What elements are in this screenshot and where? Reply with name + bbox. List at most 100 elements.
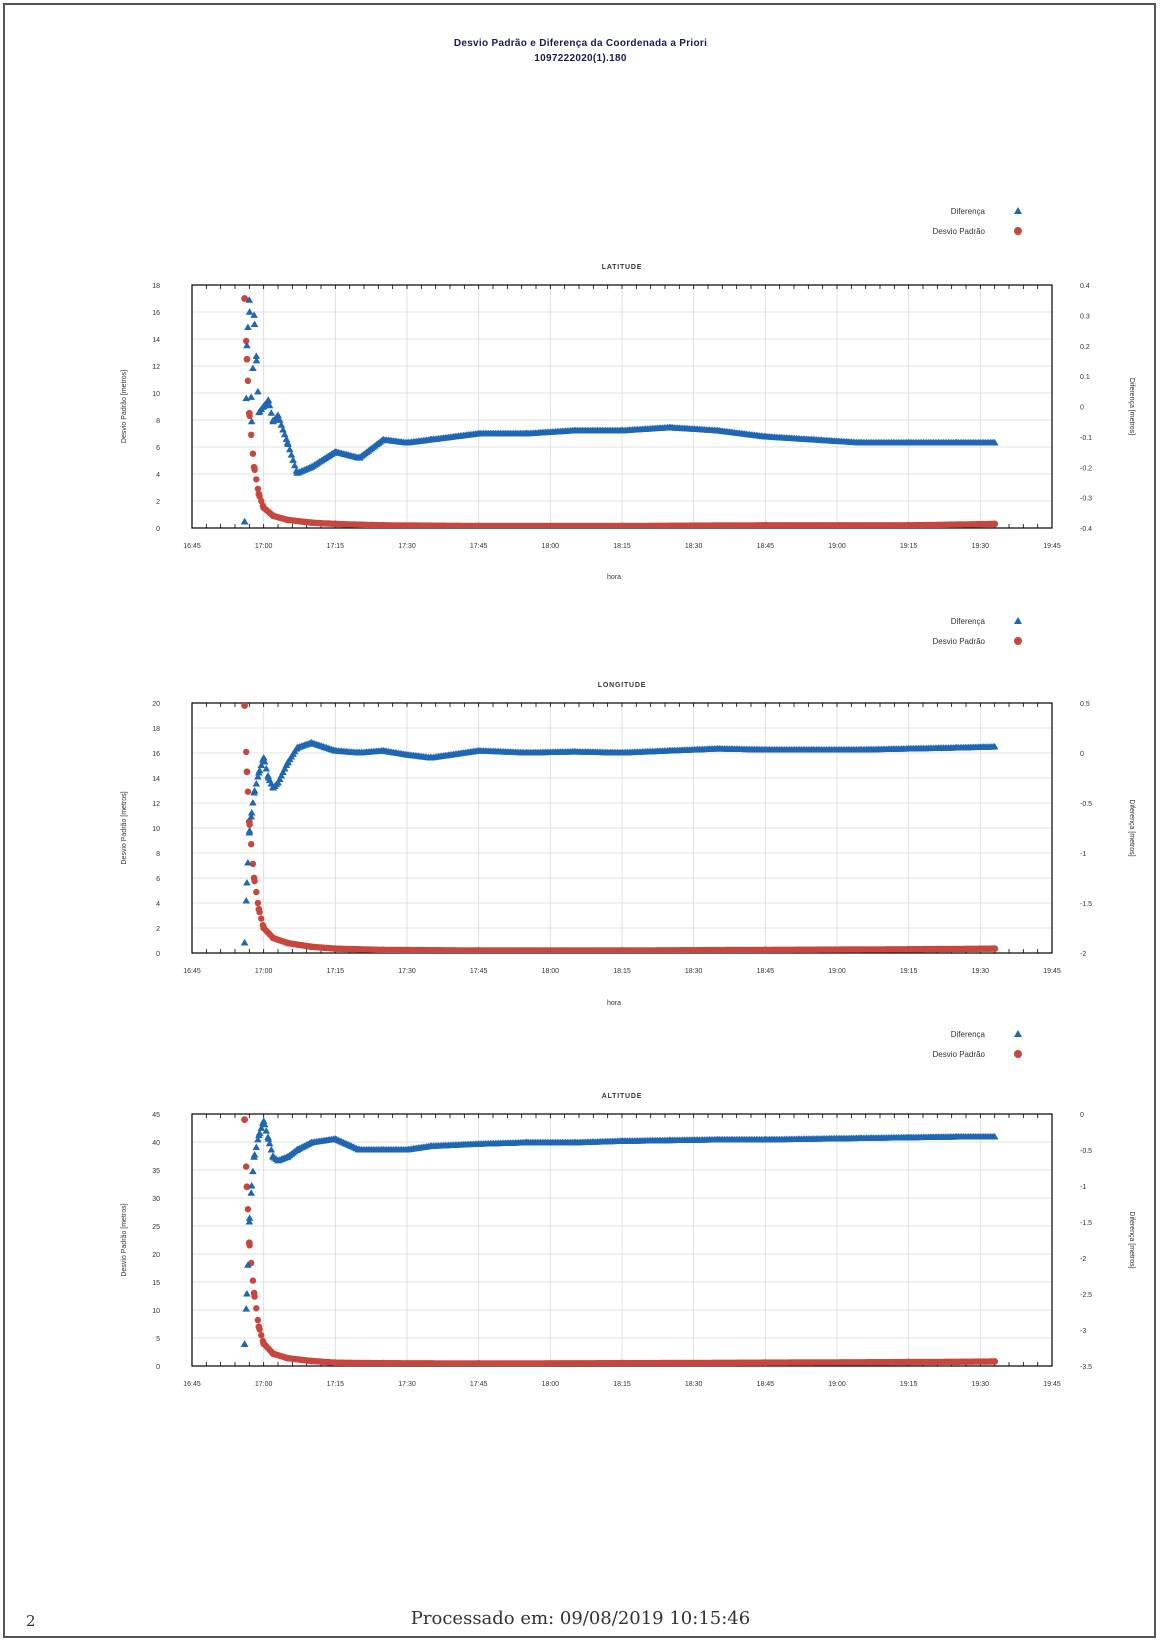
x-tick-label: 17:45 <box>470 968 488 975</box>
x-tick-label: 17:30 <box>398 1381 416 1388</box>
diferenca-point <box>379 1146 387 1153</box>
diferenca-point <box>666 423 674 431</box>
right-tick-label: -2 <box>1080 951 1086 958</box>
diferenca-point <box>952 1133 961 1140</box>
x-tick-label: 18:45 <box>757 1381 775 1388</box>
x-tick-label: 18:00 <box>542 968 560 975</box>
desvio-point <box>243 355 251 363</box>
legend-label-diferenca: Diferença <box>951 1030 986 1039</box>
diferenca-point <box>249 1167 257 1175</box>
diferenca-point <box>250 1153 258 1160</box>
diferenca-point <box>293 469 301 476</box>
x-tick-label: 18:15 <box>613 1381 631 1388</box>
diferenca-point <box>274 411 282 419</box>
diferenca-point <box>293 1146 301 1153</box>
x-tick-label: 18:30 <box>685 968 703 975</box>
diferenca-point <box>249 364 257 371</box>
desvio-point <box>250 1289 258 1297</box>
diferenca-point <box>245 1214 254 1221</box>
diferenca-point <box>247 417 256 425</box>
x-tick-label: 17:15 <box>327 543 345 550</box>
legend-label-diferenca: Diferença <box>951 617 986 626</box>
diferenca-point <box>713 426 722 434</box>
x-tick-label: 18:30 <box>685 1381 703 1388</box>
diferenca-point <box>522 429 531 437</box>
diferenca-point <box>427 1142 435 1149</box>
diferenca-point <box>666 1136 674 1144</box>
diferenca-point <box>403 438 411 446</box>
x-tick-label: 17:15 <box>327 968 345 975</box>
diferenca-point <box>283 759 292 766</box>
diferenca-point <box>245 308 254 315</box>
grid <box>191 284 1053 529</box>
diferenca-point <box>267 1146 276 1153</box>
series-diferenca <box>240 739 999 946</box>
left-tick-label: 10 <box>152 1308 160 1315</box>
legend-marker-diferenca <box>1014 617 1022 624</box>
diferenca-point <box>289 456 297 463</box>
diferenca-point <box>243 1290 251 1297</box>
diferenca-point <box>474 1140 483 1147</box>
desvio-point <box>243 1163 250 1170</box>
right-tick-label: 0.4 <box>1080 283 1090 290</box>
diferenca-point <box>242 897 250 904</box>
right-tick-label: -2.5 <box>1080 1292 1092 1299</box>
diferenca-point <box>283 1153 292 1160</box>
desvio-point <box>253 888 260 896</box>
desvio-point <box>761 521 769 528</box>
diferenca-point <box>331 448 340 455</box>
legend-marker-diferenca <box>1014 207 1022 214</box>
x-tick-label: 16:45 <box>183 968 201 975</box>
diferenca-point <box>250 320 259 327</box>
diferenca-point <box>260 1120 269 1128</box>
desvio-point <box>255 1323 263 1331</box>
desvio-point <box>245 818 253 826</box>
legend-marker-desvio <box>1014 1050 1022 1058</box>
diferenca-point <box>240 517 249 525</box>
left-tick-label: 16 <box>152 751 160 758</box>
diferenca-point <box>857 746 865 753</box>
diferenca-point <box>355 1146 363 1153</box>
diferenca-point <box>245 296 254 303</box>
diferenca-point <box>254 773 262 780</box>
x-tick-label: 16:45 <box>183 543 201 550</box>
diferenca-point <box>275 416 284 423</box>
diferenca-point <box>265 401 274 409</box>
right-axis-title: Diferença [metros] <box>1128 799 1135 856</box>
right-tick-label: -2 <box>1080 1256 1086 1263</box>
diferenca-point <box>522 749 531 756</box>
diferenca-point <box>247 1182 256 1189</box>
diferenca-point <box>570 748 578 755</box>
diferenca-point <box>255 408 263 416</box>
desvio-point <box>308 1357 315 1365</box>
desvio-point <box>241 295 248 302</box>
left-axis-title: Desvio Padrão [metros] <box>121 370 128 443</box>
legend: Diferença Desvio Padrão <box>933 207 1022 236</box>
diferenca-point <box>809 746 817 753</box>
right-tick-label: 0 <box>1080 751 1084 758</box>
diferenca-point <box>245 829 254 836</box>
right-tick-label: -0.3 <box>1080 496 1092 503</box>
diferenca-point <box>857 438 865 446</box>
diferenca-point <box>618 749 626 756</box>
left-tick-label: 12 <box>152 801 160 808</box>
left-axis-title: Desvio Padrão [metros] <box>121 1203 128 1276</box>
x-tick-label: 17:45 <box>470 1381 488 1388</box>
desvio-point <box>243 748 250 756</box>
desvio-point <box>243 768 251 776</box>
diferenca-point <box>379 747 387 754</box>
diferenca-point <box>255 1131 263 1139</box>
desvio-point <box>244 788 252 795</box>
left-tick-label: 4 <box>156 901 160 908</box>
diferenca-point <box>259 754 268 761</box>
desvio-point <box>260 504 268 512</box>
desvio-point <box>250 463 258 471</box>
left-tick-label: 8 <box>156 851 160 858</box>
chart-title: LATITUDE <box>602 264 643 271</box>
diferenca-point <box>280 765 289 772</box>
x-tick-label: 19:45 <box>1043 543 1061 550</box>
page-frame <box>3 3 1156 1638</box>
desvio-point <box>253 1305 260 1312</box>
desvio-point <box>269 934 277 942</box>
desvio-point <box>260 1340 268 1347</box>
